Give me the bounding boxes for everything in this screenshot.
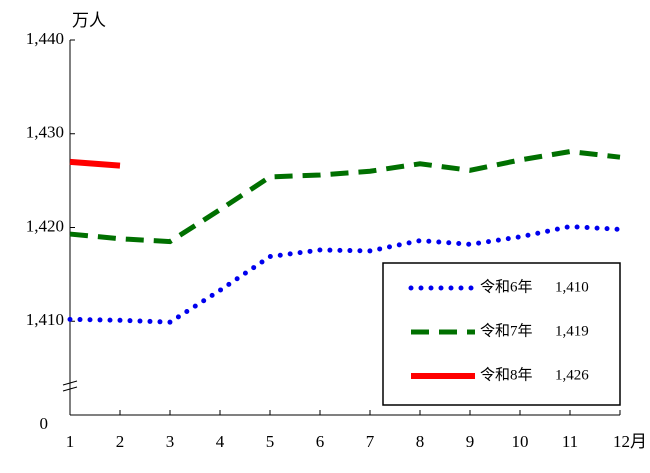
baseline-label: 0 (40, 414, 49, 433)
legend-value: 1,426 (555, 367, 589, 383)
x-tick-label: 3 (166, 432, 175, 451)
line-series (67, 224, 623, 325)
x-tick-label: 12月 (613, 432, 647, 451)
y-tick-label: 1,440 (26, 29, 64, 48)
x-tick-label: 7 (366, 432, 375, 451)
x-tick-label: 10 (512, 432, 529, 451)
legend-value: 1,419 (555, 323, 589, 339)
x-tick-label: 5 (266, 432, 275, 451)
y-tick-label: 1,420 (26, 216, 64, 235)
x-tick-label: 8 (416, 432, 425, 451)
x-tick-label: 2 (116, 432, 125, 451)
legend-value: 1,410 (555, 279, 589, 295)
x-tick-label: 1 (66, 432, 75, 451)
legend-label: 令和7年 (480, 322, 533, 339)
legend-label: 令和6年 (480, 278, 533, 295)
x-tick-label: 9 (466, 432, 475, 451)
y-axis-label: 万人 (72, 11, 106, 30)
y-tick-label: 1,410 (26, 310, 64, 329)
line-series (69, 158, 121, 169)
line-series (69, 149, 621, 245)
x-tick-label: 11 (562, 432, 578, 451)
legend-label: 令和8年 (480, 366, 533, 383)
x-tick-label: 6 (316, 432, 325, 451)
y-tick-label: 1,430 (26, 123, 64, 142)
x-tick-label: 4 (216, 432, 225, 451)
